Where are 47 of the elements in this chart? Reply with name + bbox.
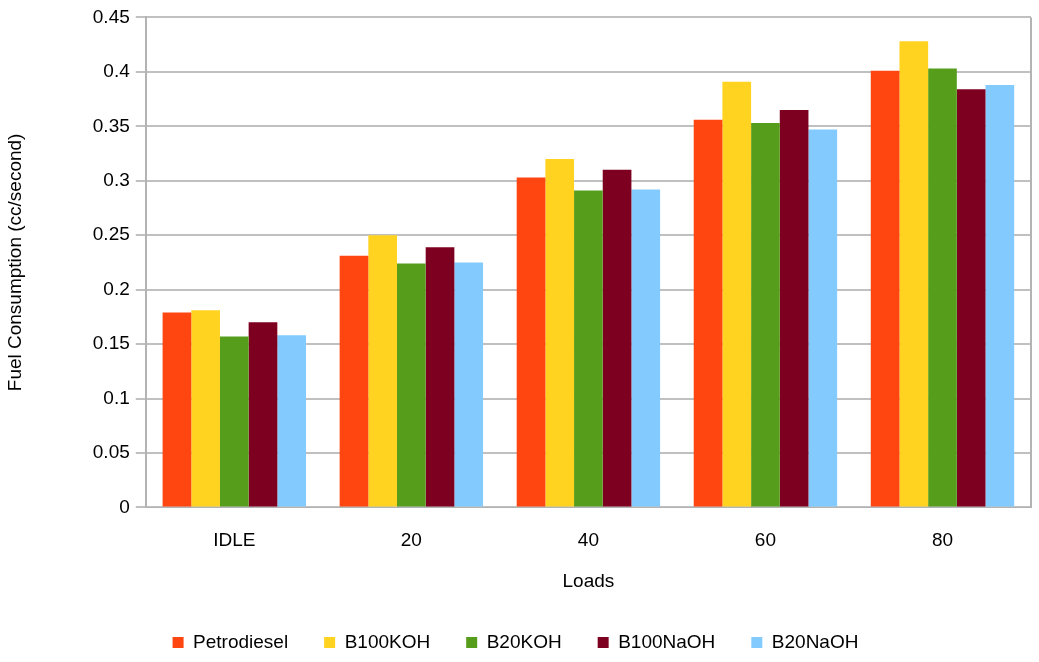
y-tick-label: 0.2 xyxy=(103,277,130,299)
bar xyxy=(808,129,838,507)
x-tick-label: 80 xyxy=(931,529,954,551)
bar xyxy=(545,158,575,507)
x-tick-label: IDLE xyxy=(213,529,256,551)
bar xyxy=(277,335,306,507)
bar xyxy=(454,262,484,507)
y-tick-label: 0.1 xyxy=(103,386,130,408)
bar xyxy=(368,235,398,507)
bar xyxy=(899,41,929,507)
bar xyxy=(397,263,426,507)
bar xyxy=(870,70,900,507)
bar xyxy=(162,312,192,507)
x-axis-title: Loads xyxy=(562,569,615,591)
bar xyxy=(693,119,723,507)
bar xyxy=(779,109,809,507)
x-tick-label: 60 xyxy=(754,529,776,551)
y-tick-label: 0.05 xyxy=(92,441,130,463)
bar xyxy=(985,84,1015,507)
y-tick-label: 0.25 xyxy=(92,223,130,245)
bar xyxy=(191,310,220,507)
y-tick-label: 0 xyxy=(119,495,130,517)
y-tick-label: 0.3 xyxy=(103,168,130,190)
bar xyxy=(339,255,369,507)
legend-label: Petrodiesel xyxy=(193,630,289,652)
legend-label: B20NaOH xyxy=(771,630,859,652)
bar xyxy=(751,123,780,507)
bar xyxy=(602,169,632,507)
bar xyxy=(956,89,986,507)
x-tick-label: 40 xyxy=(577,529,599,551)
x-tick-label: 20 xyxy=(400,529,422,551)
bar xyxy=(248,322,278,507)
y-tick-label: 0.45 xyxy=(92,5,130,27)
bar xyxy=(574,190,603,507)
y-tick-label: 0.15 xyxy=(92,332,130,354)
bar xyxy=(516,177,546,507)
legend-label: B20KOH xyxy=(486,630,562,652)
bar xyxy=(219,336,249,507)
bar xyxy=(928,68,957,507)
bar xyxy=(631,189,661,507)
bar xyxy=(722,81,752,507)
bar xyxy=(425,247,455,507)
y-tick-label: 0.35 xyxy=(92,114,130,136)
y-tick-label: 0.4 xyxy=(103,60,131,82)
legend-label: B100NaOH xyxy=(618,630,716,652)
legend-label: B100KOH xyxy=(344,630,431,652)
y-axis-title: Fuel Consumption (cc/second) xyxy=(3,133,25,392)
